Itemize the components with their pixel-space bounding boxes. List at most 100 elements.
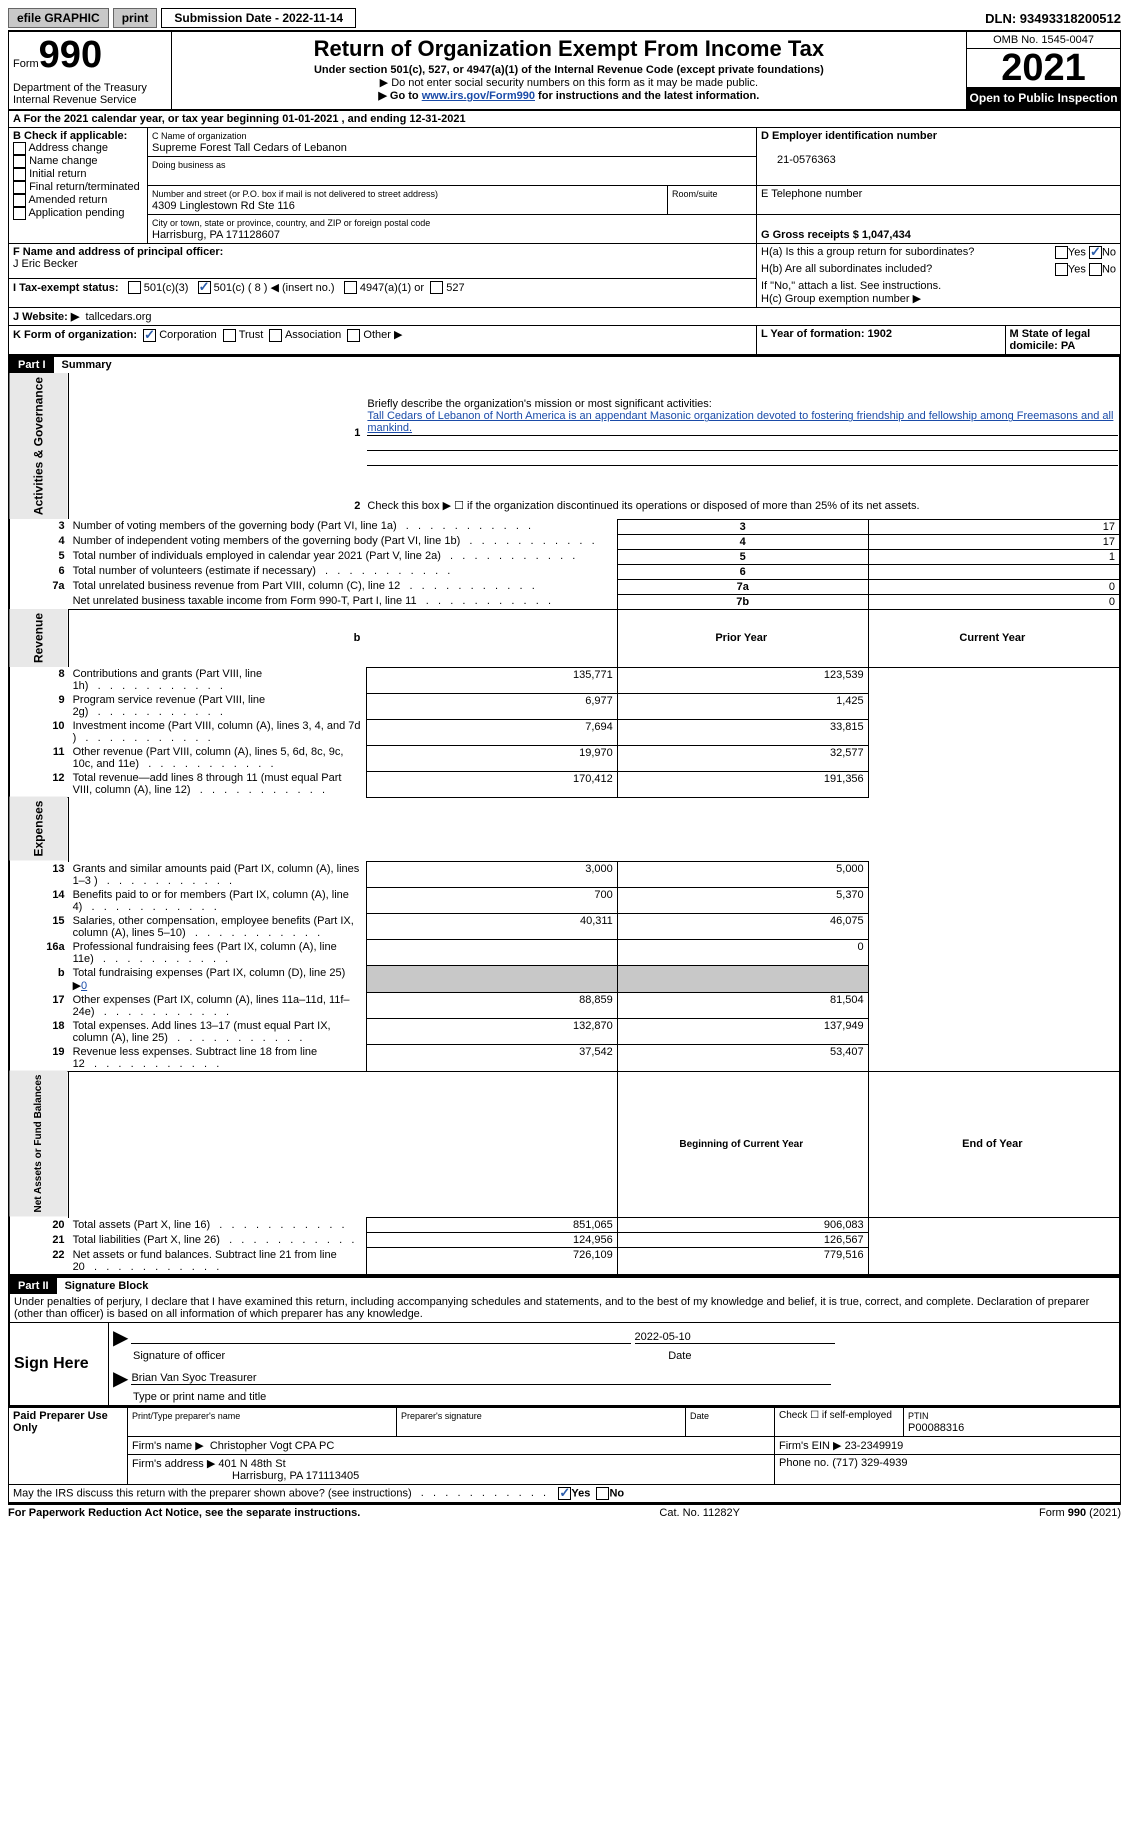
form-label: Form	[13, 58, 39, 70]
note-goto-pre: ▶ Go to	[378, 90, 421, 102]
form-subtitle: Under section 501(c), 527, or 4947(a)(1)…	[176, 64, 963, 76]
col-end: End of Year	[962, 1138, 1022, 1150]
prep-name-label: Print/Type preparer's name	[132, 1411, 240, 1421]
part1-title: Summary	[54, 357, 120, 373]
col-current: Current Year	[959, 632, 1025, 644]
hb-label: H(b) Are all subordinates included?	[761, 263, 932, 275]
ptin-label: PTIN	[908, 1411, 929, 1421]
netassets-row: 20Total assets (Part X, line 16)851,0659…	[9, 1218, 1120, 1233]
self-employed-check[interactable]: Check ☐ if self-employed	[775, 1407, 904, 1436]
date-label: Date	[228, 1350, 691, 1362]
ha-yes[interactable]	[1055, 246, 1068, 259]
footer: For Paperwork Reduction Act Notice, see …	[8, 1503, 1121, 1519]
submission-date: Submission Date - 2022-11-14	[161, 8, 356, 28]
print-btn[interactable]: print	[113, 8, 158, 28]
summary-row: 6Total number of volunteers (estimate if…	[9, 564, 1120, 579]
addr-value: 4309 Linglestown Rd Ste 116	[152, 200, 295, 212]
note-goto: ▶ Go to www.irs.gov/Form990 for instruct…	[176, 89, 963, 102]
col-prior: Prior Year	[715, 632, 767, 644]
line1-text: Tall Cedars of Lebanon of North America …	[367, 410, 1113, 434]
expense-row: 14Benefits paid to or for members (Part …	[9, 888, 1120, 914]
ha-no[interactable]	[1089, 246, 1102, 259]
ein-label: D Employer identification number	[761, 130, 937, 142]
dln: DLN: 93493318200512	[985, 11, 1121, 26]
expense-row: 16aProfessional fundraising fees (Part I…	[9, 940, 1120, 966]
col-begin: Beginning of Current Year	[679, 1139, 803, 1150]
summary-row: 5Total number of individuals employed in…	[9, 549, 1120, 564]
cb-other[interactable]	[347, 329, 360, 342]
tax-status-label: I Tax-exempt status:	[13, 282, 119, 294]
dept-label: Department of the Treasury Internal Reve…	[9, 80, 172, 109]
vert-revenue: Revenue	[9, 609, 69, 667]
form-title: Return of Organization Exempt From Incom…	[176, 36, 963, 62]
ein-value: 21-0576363	[761, 154, 836, 166]
prep-sig-label: Preparer's signature	[401, 1411, 482, 1421]
cb-527[interactable]	[430, 281, 443, 294]
hc-label: H(c) Group exemption number ▶	[761, 293, 921, 305]
footer-right: Form 990 (2021)	[1039, 1507, 1121, 1519]
revenue-row: 8Contributions and grants (Part VIII, li…	[9, 667, 1120, 693]
hb-no[interactable]	[1089, 263, 1102, 276]
revenue-row: 12Total revenue—add lines 8 through 11 (…	[9, 771, 1120, 797]
dba-label: Doing business as	[152, 160, 226, 170]
firm-ein-label: Firm's EIN ▶	[779, 1440, 842, 1452]
sign-here-label: Sign Here	[9, 1322, 109, 1406]
entity-info: A For the 2021 calendar year, or tax yea…	[8, 110, 1121, 355]
discuss-yes[interactable]	[558, 1487, 571, 1500]
cb-address[interactable]: Address change	[13, 142, 108, 154]
summary-row: 7aTotal unrelated business revenue from …	[9, 579, 1120, 594]
expense-row: 13Grants and similar amounts paid (Part …	[9, 862, 1120, 888]
cb-initial[interactable]: Initial return	[13, 168, 87, 180]
declaration: Under penalties of perjury, I declare th…	[9, 1294, 1120, 1323]
room-label: Room/suite	[672, 189, 718, 199]
firm-name-label: Firm's name ▶	[132, 1440, 204, 1452]
city-label: City or town, state or province, country…	[152, 218, 430, 228]
discuss-no[interactable]	[596, 1487, 609, 1500]
sig-arrow-icon-2: ▶	[113, 1368, 128, 1390]
cb-4947[interactable]	[344, 281, 357, 294]
cb-pending[interactable]: Application pending	[13, 207, 124, 219]
part1-table: Part ISummary Activities & Governance 1 …	[8, 355, 1121, 1276]
expense-row: 18Total expenses. Add lines 13–17 (must …	[9, 1019, 1120, 1045]
ha-label: H(a) Is this a group return for subordin…	[761, 246, 974, 258]
org-name: Supreme Forest Tall Cedars of Lebanon	[152, 142, 347, 154]
cb-name[interactable]: Name change	[13, 155, 98, 167]
firm-ein-value: 23-2349919	[845, 1440, 904, 1452]
form-header: Form990 Return of Organization Exempt Fr…	[8, 30, 1121, 110]
line2: Check this box ▶ ☐ if the organization d…	[366, 493, 1120, 519]
type-name-label: Type or print name and title	[113, 1391, 266, 1403]
cb-trust[interactable]	[223, 329, 236, 342]
efile-btn[interactable]: efile GRAPHIC	[8, 8, 109, 28]
tax-year: 2021	[967, 49, 1120, 87]
firm-city-value: Harrisburg, PA 171113405	[132, 1470, 359, 1482]
website-value[interactable]: tallcedars.org	[85, 311, 151, 323]
cb-assoc[interactable]	[269, 329, 282, 342]
expense-row: 15Salaries, other compensation, employee…	[9, 914, 1120, 940]
expense-row: 19Revenue less expenses. Subtract line 1…	[9, 1045, 1120, 1072]
box-b-label: B Check if applicable:	[13, 130, 127, 142]
cb-501c[interactable]	[198, 281, 211, 294]
vert-expenses: Expenses	[9, 797, 69, 862]
form-number: 990	[39, 34, 102, 76]
discuss-label: May the IRS discuss this return with the…	[13, 1487, 412, 1499]
firm-addr-value: 401 N 48th St	[218, 1458, 285, 1470]
footer-left: For Paperwork Reduction Act Notice, see …	[8, 1507, 360, 1519]
hb-yes[interactable]	[1055, 263, 1068, 276]
cb-501c3[interactable]	[128, 281, 141, 294]
part1-header: Part I	[10, 357, 54, 373]
cb-corp[interactable]	[143, 329, 156, 342]
cb-amended[interactable]: Amended return	[13, 194, 107, 206]
sig-arrow-icon: ▶	[113, 1327, 128, 1349]
expense-row: 17Other expenses (Part IX, column (A), l…	[9, 993, 1120, 1019]
note-goto-post: for instructions and the latest informat…	[535, 90, 759, 102]
phone-label: E Telephone number	[761, 188, 862, 200]
cb-final[interactable]: Final return/terminated	[13, 181, 140, 193]
preparer-table: Paid Preparer Use Only Print/Type prepar…	[8, 1407, 1121, 1503]
firm-name-value: Christopher Vogt CPA PC	[210, 1440, 335, 1452]
revenue-row: 9Program service revenue (Part VIII, lin…	[9, 693, 1120, 719]
irs-link[interactable]: www.irs.gov/Form990	[422, 90, 535, 102]
netassets-row: 22Net assets or fund balances. Subtract …	[9, 1248, 1120, 1275]
vert-activities: Activities & Governance	[9, 373, 69, 519]
summary-row: 4Number of independent voting members of…	[9, 534, 1120, 549]
state-domicile: M State of legal domicile: PA	[1010, 328, 1091, 352]
